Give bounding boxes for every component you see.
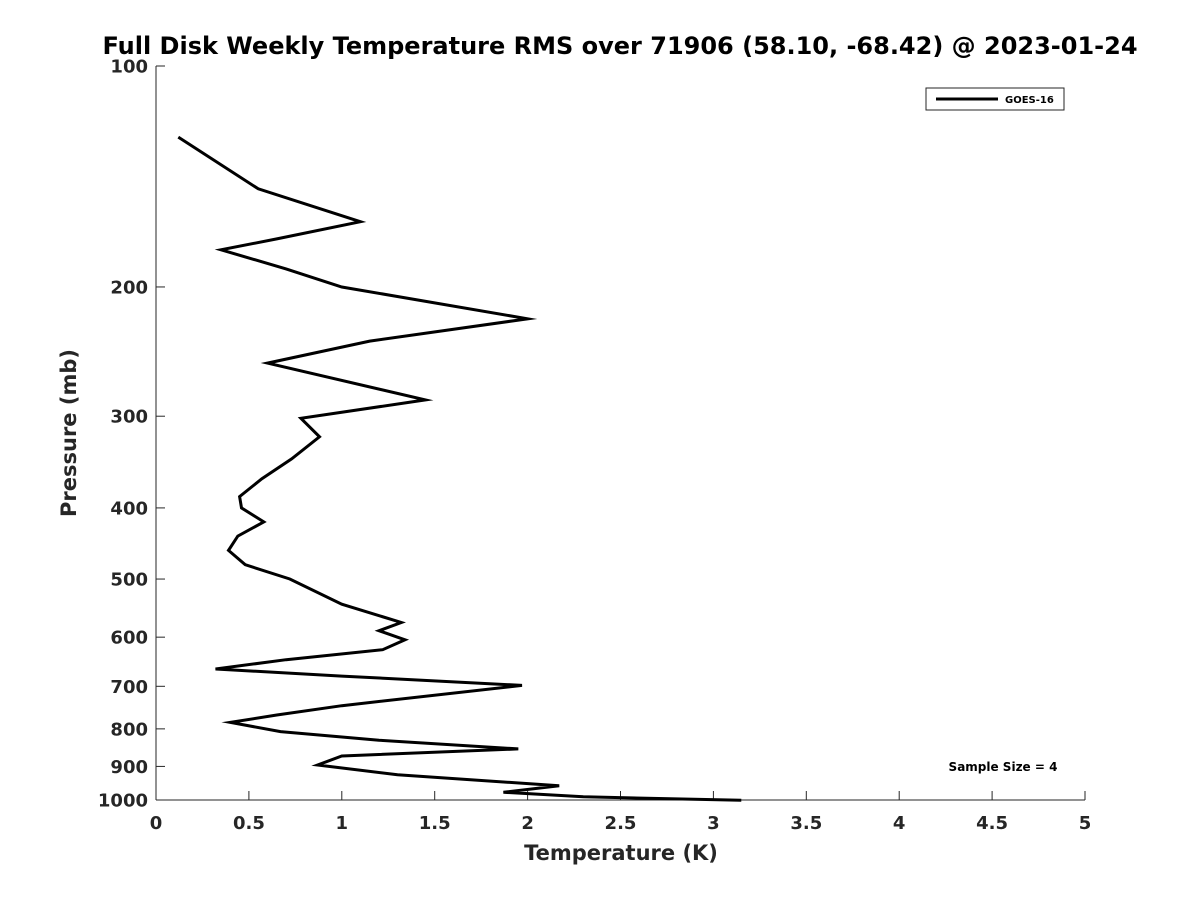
x-tick-label: 0 [150, 813, 163, 834]
sample-size-annotation: Sample Size = 4 [949, 760, 1058, 774]
y-tick-label: 500 [110, 570, 148, 591]
x-tick-label: 2.5 [605, 813, 637, 834]
x-axis-label: Temperature (K) [524, 841, 718, 865]
x-tick-label: 0.5 [233, 813, 265, 834]
legend-entry-goes-16: GOES-16 [1005, 95, 1054, 106]
x-tick-label: 4.5 [976, 813, 1008, 834]
x-tick-label: 3 [707, 813, 720, 834]
y-tick-label: 700 [110, 677, 148, 698]
y-tick-label: 600 [110, 628, 148, 649]
x-tick-label: 4 [893, 813, 906, 834]
series-line-goes-16 [177, 135, 742, 802]
y-tick-label: 100 [110, 57, 148, 78]
y-tick-label: 800 [110, 719, 148, 740]
y-tick-label: 400 [110, 498, 148, 519]
ticks: 0 0.5 1 1.5 2 2.5 3 3.5 4 4.5 5 100 200 300 400 500 600 7… [98, 57, 1091, 835]
y-tick-label: 900 [110, 757, 148, 778]
legend: GOES-16 [925, 87, 1065, 111]
chart-title: Full Disk Weekly Temperature RMS over 71… [102, 32, 1137, 60]
y-tick-label: 200 [110, 277, 148, 298]
y-tick-label: 1000 [98, 791, 148, 812]
x-tick-label: 1.5 [419, 813, 451, 834]
series-layer [177, 135, 742, 802]
y-tick-label: 300 [110, 407, 148, 428]
x-tick-label: 3.5 [790, 813, 822, 834]
y-axis-label: Pressure (mb) [57, 349, 81, 517]
x-tick-label: 2 [521, 813, 534, 834]
x-tick-label: 1 [336, 813, 349, 834]
x-tick-label: 5 [1079, 813, 1092, 834]
